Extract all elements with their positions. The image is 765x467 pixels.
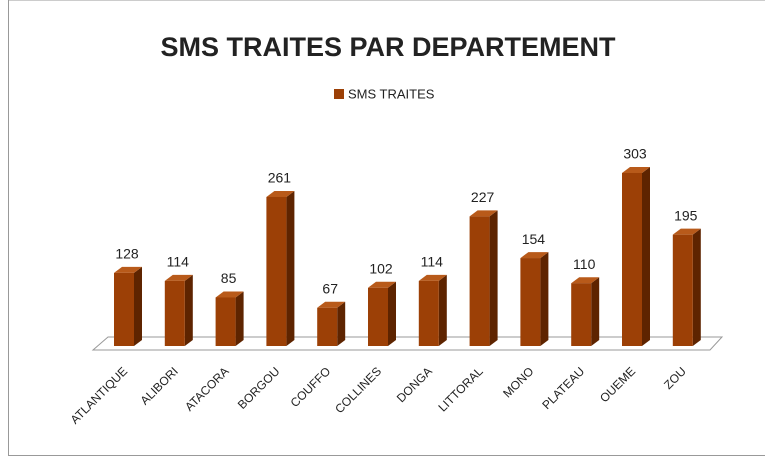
floor (91, 336, 724, 351)
bar (520, 258, 541, 346)
bar-top (317, 301, 346, 308)
bar (266, 196, 287, 346)
x-tick-label: OUEME (597, 364, 638, 405)
bar-side (642, 166, 650, 346)
data-label: 227 (471, 189, 495, 205)
bar (114, 272, 134, 346)
bar (368, 287, 388, 346)
bar-top (571, 277, 600, 284)
bar-side (388, 281, 396, 346)
x-tick-label: MONO (500, 364, 536, 400)
legend-swatch (334, 89, 344, 99)
x-tick-label: BORGOU (235, 364, 283, 412)
data-label: 67 (322, 280, 338, 296)
data-label: 85 (221, 270, 237, 286)
bar-side (134, 266, 142, 346)
bar-side (286, 190, 295, 346)
bar-side (540, 252, 549, 346)
chart-title: SMS TRAITES PAR DEPARTEMENT (160, 32, 616, 62)
bar-top (266, 190, 295, 197)
x-tick-label: DONGA (394, 364, 435, 405)
data-label: 195 (674, 207, 698, 223)
bar-side (438, 274, 447, 346)
bar-top (520, 252, 549, 259)
x-tick-label: ALIBORI (138, 364, 181, 407)
bar (164, 280, 185, 346)
legend-label: SMS TRAITES (348, 86, 435, 101)
bar (215, 297, 236, 346)
bar-top (469, 210, 498, 217)
data-label: 102 (369, 260, 393, 276)
bar (469, 216, 490, 346)
bar-top (368, 281, 396, 288)
data-label: 261 (268, 170, 292, 186)
x-tick-label: ATLANTIQUE (68, 364, 131, 427)
bar-side (235, 291, 244, 346)
data-label: 114 (421, 254, 444, 270)
bar (622, 172, 642, 346)
bar-side (489, 210, 498, 346)
bar-top (672, 228, 701, 235)
bar-top (164, 274, 193, 281)
data-label: 110 (573, 256, 596, 272)
bar-top (114, 266, 142, 273)
bar-top (215, 291, 244, 298)
x-tick-label: COUFFO (288, 364, 334, 410)
data-label: 114 (167, 254, 190, 270)
x-tick-label: LITTORAL (435, 364, 486, 415)
x-tick-label: COLLINES (332, 364, 384, 416)
x-tick-label: ZOU (661, 364, 689, 392)
bar-top (418, 274, 447, 281)
bar (317, 307, 338, 346)
x-tick-label: ATACORA (182, 364, 232, 414)
chart-frame (8, 0, 765, 456)
data-label: 154 (522, 231, 546, 247)
bar (571, 283, 592, 346)
x-tick-label: PLATEAU (539, 364, 587, 412)
data-label: 303 (623, 146, 647, 162)
bar (672, 234, 693, 346)
bar-side (591, 277, 600, 346)
data-label: 128 (115, 246, 139, 262)
bar-side (337, 301, 346, 346)
bar-top (622, 166, 650, 173)
bar (418, 280, 439, 346)
bar-side (184, 274, 193, 346)
bar-side (692, 228, 701, 346)
